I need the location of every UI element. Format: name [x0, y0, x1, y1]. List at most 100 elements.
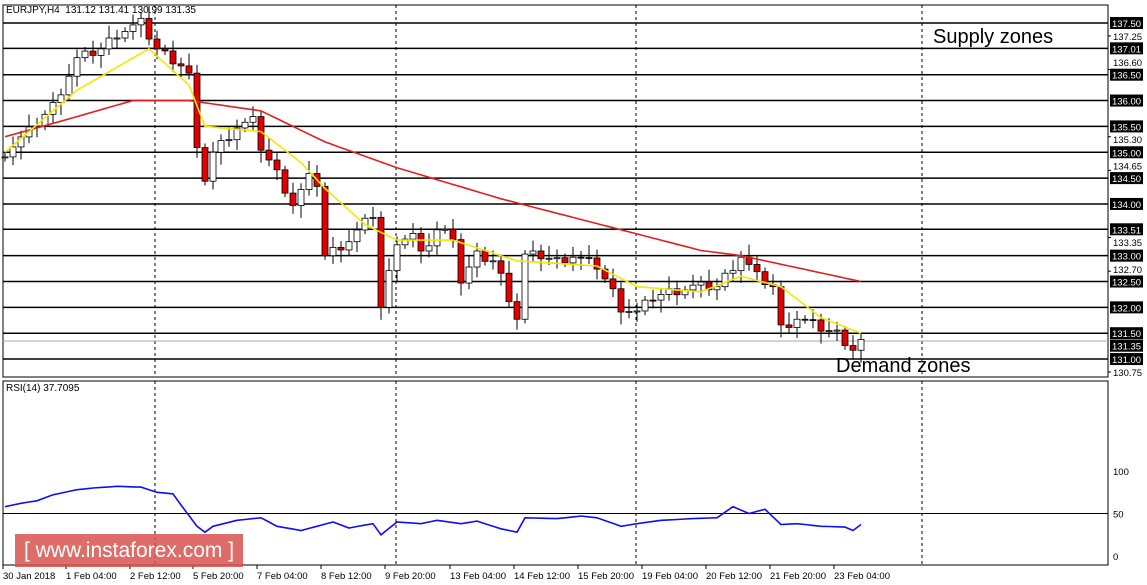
bull-candle: [345, 241, 353, 251]
bull-candle: [137, 17, 145, 26]
price-axis-tick: 132.70: [1113, 265, 1142, 276]
bear-candle: [193, 72, 201, 148]
price-level-label: 133.00: [1112, 252, 1141, 263]
bull-candle: [409, 233, 417, 240]
time-axis-label: 21 Feb 20:00: [770, 571, 826, 582]
time-axis-label: 30 Jan 2018: [3, 571, 55, 582]
bear-candle: [761, 271, 769, 286]
bear-candle: [777, 286, 785, 326]
bear-candle: [177, 63, 185, 67]
bear-candle: [809, 319, 817, 321]
price-level-label: 136.50: [1112, 71, 1141, 82]
bull-candle: [857, 339, 865, 351]
bear-candle: [145, 17, 153, 40]
fast-moving-average-line: [4, 47, 862, 334]
bull-candle: [393, 244, 401, 272]
bear-candle: [497, 260, 505, 274]
bull-candle: [625, 311, 633, 313]
supply-zones-label: Supply zones: [933, 26, 1054, 48]
price-level-label: 136.00: [1112, 97, 1141, 108]
bull-candle: [433, 229, 441, 247]
rsi-axis-tick: 0: [1113, 552, 1118, 563]
bear-candle: [817, 319, 825, 332]
bull-candle: [545, 257, 553, 260]
rsi-line: [4, 485, 862, 536]
bull-candle: [209, 151, 217, 182]
time-axis-label: 2 Feb 12:00: [130, 571, 181, 582]
price-axis-tick: 134.65: [1113, 162, 1142, 173]
rsi-pane-frame: [2, 380, 1109, 566]
bear-candle: [537, 250, 545, 260]
price-axis-tick: 136.60: [1113, 58, 1142, 69]
price-level-label: 134.00: [1112, 200, 1141, 211]
bull-candle: [697, 281, 705, 286]
bull-candle: [241, 121, 249, 129]
price-axis-tick: 133.35: [1113, 238, 1142, 249]
price-level-label: 133.51: [1112, 225, 1141, 236]
bull-candle: [529, 250, 537, 255]
price-label-box: [1110, 17, 1143, 29]
bear-candle: [505, 272, 513, 303]
symbol-label: EURJPY,H4: [6, 5, 60, 16]
rsi-axis-tick: 50: [1113, 510, 1124, 521]
bull-candle: [641, 299, 649, 312]
price-label-box: [1110, 353, 1143, 366]
bull-candle: [473, 250, 481, 268]
price-axis-tick: 137.25: [1113, 32, 1142, 43]
price-level-label: 134.50: [1112, 174, 1141, 185]
time-axis-label: 9 Feb 20:00: [385, 571, 436, 582]
price-axis-tick: 135.30: [1113, 135, 1142, 146]
time-axis-label: 1 Feb 04:00: [66, 571, 117, 582]
bull-candle: [329, 246, 337, 257]
price-label-box: [1110, 223, 1143, 236]
price-level-label: 131.50: [1112, 329, 1141, 340]
slow-moving-average-line: [4, 99, 862, 283]
bull-candle: [713, 286, 721, 291]
bull-candle: [385, 270, 393, 308]
price-level-label: 137.01: [1112, 44, 1141, 55]
bear-candle: [577, 256, 585, 259]
bear-candle: [785, 324, 793, 328]
price-label-box: [1110, 301, 1143, 314]
bull-candle: [425, 245, 433, 252]
bear-candle: [649, 299, 657, 302]
bear-candle: [609, 278, 617, 290]
bull-candle: [57, 94, 65, 104]
bull-candle: [737, 256, 745, 272]
bull-candle: [97, 48, 105, 56]
bull-candle: [721, 272, 729, 288]
watermark-logo: [ www.instaforex.com ]: [15, 534, 243, 567]
price-label-box: [1110, 275, 1143, 288]
price-level-label: 132.00: [1112, 303, 1141, 314]
bull-candle: [369, 216, 377, 219]
bull-candle: [217, 140, 225, 153]
time-axis-label: 8 Feb 12:00: [321, 571, 372, 582]
time-axis-label: 19 Feb 04:00: [642, 571, 698, 582]
bull-candle: [553, 257, 561, 260]
bull-candle: [825, 330, 833, 333]
bear-candle: [513, 301, 521, 320]
price-level-label: 135.00: [1112, 148, 1141, 159]
price-pane-frame: [2, 4, 1109, 378]
bull-candle: [729, 270, 737, 274]
current-price-label: 131.35: [1112, 342, 1141, 353]
bull-candle: [521, 253, 529, 320]
price-level-label: 135.50: [1112, 122, 1141, 133]
bear-candle: [201, 147, 209, 182]
current-price-box: [1110, 339, 1143, 352]
bull-candle: [305, 173, 313, 190]
price-label-box: [1110, 172, 1143, 185]
bull-candle: [81, 50, 89, 59]
bear-candle: [617, 288, 625, 313]
bull-candle: [113, 37, 121, 40]
bear-candle: [281, 169, 289, 194]
bear-candle: [841, 329, 849, 347]
bull-candle: [9, 146, 17, 158]
bull-candle: [129, 24, 137, 32]
bull-candle: [401, 238, 409, 246]
bull-candle: [465, 266, 473, 284]
time-axis-label: 7 Feb 04:00: [257, 571, 308, 582]
ohlc-values: 131.12 131.41 130.99 131.35: [65, 5, 196, 16]
bull-candle: [121, 31, 129, 39]
